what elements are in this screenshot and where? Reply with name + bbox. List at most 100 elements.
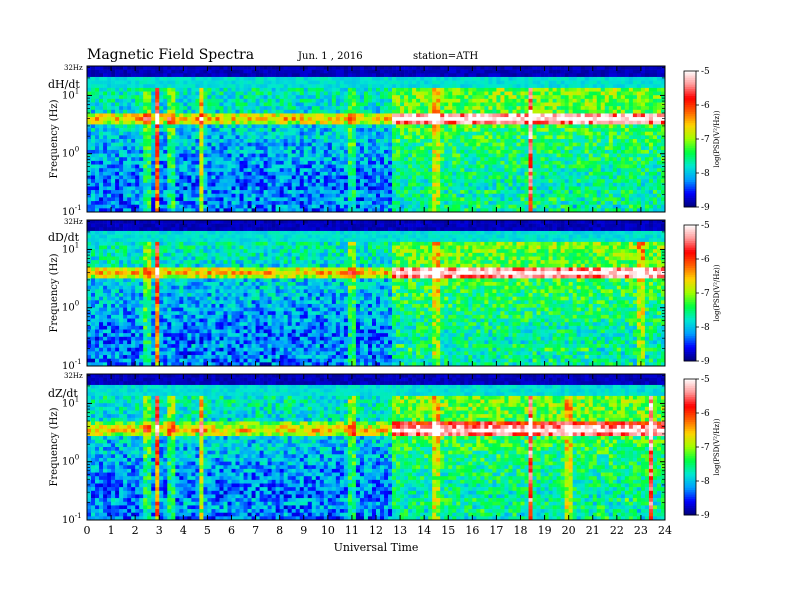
spectrogram-cell xyxy=(564,149,569,154)
spectrogram-cell xyxy=(171,164,176,169)
spectrogram-cell xyxy=(552,128,557,132)
spectrogram-cell xyxy=(251,164,256,169)
spectrogram-cell xyxy=(139,73,144,78)
spectrogram-cell xyxy=(299,117,305,122)
spectrogram-cell xyxy=(480,157,485,162)
spectrogram-cell xyxy=(223,171,228,176)
spectrogram-cell xyxy=(115,204,120,209)
spectrogram-cell xyxy=(351,164,357,169)
spectrogram-cell xyxy=(303,139,309,143)
spectrogram-cell xyxy=(319,175,325,180)
spectrogram-cell xyxy=(287,84,292,89)
spectrogram-cell xyxy=(131,117,136,122)
spectrogram-cell xyxy=(283,98,288,103)
spectrogram-cell xyxy=(572,124,577,129)
spectrogram-cell xyxy=(444,160,449,165)
spectrogram-cell xyxy=(371,146,377,151)
spectrogram-cell xyxy=(540,66,545,70)
spectrogram-cell xyxy=(544,73,549,78)
spectrogram-cell xyxy=(500,157,505,162)
spectrogram-cell xyxy=(279,66,284,70)
spectrogram-cell xyxy=(460,164,465,169)
spectrogram-cell xyxy=(195,168,200,173)
spectrogram-cell xyxy=(163,190,168,195)
spectrogram-cell xyxy=(516,193,521,198)
spectrogram-cell xyxy=(416,179,421,184)
spectrogram-cell xyxy=(115,91,120,96)
spectrogram-cell xyxy=(544,204,549,209)
spectrogram-cell xyxy=(171,117,176,122)
spectrogram-cell xyxy=(564,76,569,81)
spectrogram-cell xyxy=(448,204,453,209)
spectrogram-cell xyxy=(135,120,140,125)
spectrogram-cell xyxy=(223,109,228,114)
spectrogram-cell xyxy=(367,179,373,184)
spectrogram-cell xyxy=(584,131,590,136)
spectrogram-cell xyxy=(432,80,437,85)
spectrogram-cell xyxy=(488,95,493,100)
spectrogram-cell xyxy=(544,135,549,140)
spectrogram-cell xyxy=(456,182,461,187)
spectrogram-cell xyxy=(247,80,252,85)
spectrogram-cell xyxy=(91,128,96,132)
spectrogram-cell xyxy=(131,182,136,187)
spectrogram-cell xyxy=(147,175,152,180)
spectrogram-cell xyxy=(191,201,196,205)
spectrogram-cell xyxy=(139,142,144,147)
spectrogram-cell xyxy=(327,208,333,213)
spectrogram-cell xyxy=(235,142,240,147)
spectrogram-cell xyxy=(107,193,112,198)
spectrogram-cell xyxy=(440,153,445,158)
spectrogram-cell xyxy=(163,69,168,74)
spectrogram-cell xyxy=(191,171,196,176)
spectrogram-cell xyxy=(295,98,301,103)
spectrogram-cell xyxy=(480,113,485,118)
spectrogram-cell xyxy=(476,128,481,132)
spectrogram-cell xyxy=(448,164,453,169)
spectrogram-cell xyxy=(219,76,224,81)
spectrogram-cell xyxy=(175,204,180,209)
spectrogram-cell xyxy=(159,95,164,100)
spectrogram-cell xyxy=(428,84,433,89)
spectrogram-cell xyxy=(528,113,533,118)
spectrogram-cell xyxy=(307,76,313,81)
spectrogram-cell xyxy=(468,135,473,140)
spectrogram-cell xyxy=(191,87,196,92)
spectrogram-cell xyxy=(271,190,276,195)
spectrogram-cell xyxy=(255,95,260,100)
spectrogram-cell xyxy=(227,193,232,198)
date-label: Jun. 1 , 2016 xyxy=(297,51,363,62)
spectrogram-cell xyxy=(528,76,533,81)
spectrogram-cell xyxy=(516,113,521,118)
spectrogram-cell xyxy=(544,84,549,89)
spectrogram-cell xyxy=(359,201,365,205)
spectrogram-cell xyxy=(179,95,184,100)
spectrogram-cell xyxy=(540,117,545,122)
spectrogram-cell xyxy=(363,73,369,78)
spectrogram-cell xyxy=(564,139,569,143)
spectrogram-cell xyxy=(512,204,517,209)
spectrogram-cell xyxy=(396,142,401,147)
spectrogram-cell xyxy=(412,190,417,195)
spectrogram-cell xyxy=(576,113,581,118)
spectrogram-cell xyxy=(532,98,537,103)
spectrogram-cell xyxy=(392,204,397,209)
spectrogram-cell xyxy=(560,131,565,136)
spectrogram-cell xyxy=(572,164,577,169)
spectrogram-cell xyxy=(323,84,329,89)
spectrogram-cell xyxy=(131,84,136,89)
spectrogram-cell xyxy=(223,84,228,89)
spectrogram-cell xyxy=(335,153,341,158)
spectrogram-cell xyxy=(331,168,337,173)
spectrogram-cell xyxy=(115,193,120,198)
spectrogram-cell xyxy=(219,164,224,169)
spectrogram-cell xyxy=(215,113,220,118)
spectrogram-cell xyxy=(371,113,377,118)
spectrogram-cell xyxy=(420,197,425,202)
spectrogram-cell xyxy=(359,204,365,209)
spectrogram-cell xyxy=(380,109,385,114)
spectrogram-cell xyxy=(432,91,437,96)
spectrogram-cell xyxy=(199,149,204,154)
spectrogram-cell xyxy=(524,164,529,169)
spectrogram-cell xyxy=(131,139,136,143)
